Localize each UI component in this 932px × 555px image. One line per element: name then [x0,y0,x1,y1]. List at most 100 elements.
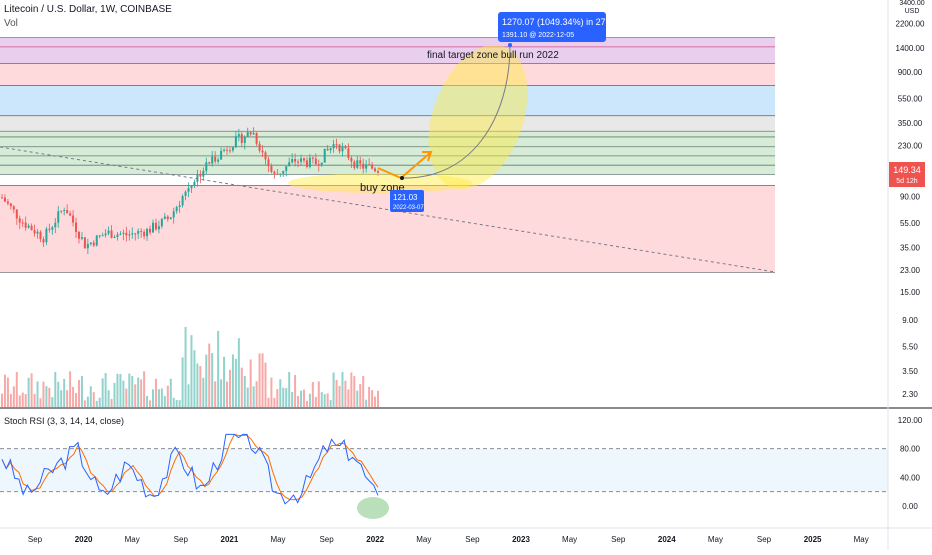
candle-body [255,133,258,144]
volume-bar [249,359,252,407]
oversold-highlight [357,497,389,519]
volume-bar [217,330,220,407]
candle-body [48,228,51,230]
candle-body [288,162,291,167]
candle-body [223,149,226,151]
candle-body [273,171,276,174]
volume-bar [291,391,294,407]
volume-bar [163,396,166,407]
symbol-title: Litecoin / U.S. Dollar, 1W, COINBASE [4,4,172,15]
candle-body [193,181,196,186]
volume-bar [205,354,208,407]
low-tooltip[interactable]: 121.03 2022-03-07 [390,176,424,212]
volume-bar [27,377,30,407]
zone-band [0,131,775,175]
projection-arc[interactable] [401,44,511,179]
candle-body [95,235,98,246]
volume-bar [353,376,356,407]
candle-body [270,166,273,172]
candle-body [282,170,285,174]
candle-body [320,162,323,166]
candle-body [140,230,143,232]
volume-bar [199,366,202,407]
price-tick-label: 35.00 [900,243,921,252]
stoch-rsi-pane [0,448,888,493]
candle-body [18,218,21,223]
volume-bar [371,390,374,407]
volume-bar [267,397,270,407]
volume-bar [323,394,326,407]
volume-bar [377,390,379,407]
volume-bar [72,386,75,407]
candle-body [137,230,140,234]
candle-body [326,148,329,151]
measure-main-text: 1270.07 (1049.34%) in 273d [502,17,616,27]
volume-bar [226,381,229,407]
last-price-text: 149.34 [893,165,921,175]
target-projection-ellipse [428,44,528,190]
stoch-axis[interactable]: 120.00 80.00 40.00 0.00 [898,416,923,511]
candle-body [125,232,128,236]
candle-body [1,197,3,199]
candle-body [261,150,264,153]
measure-tooltip[interactable]: 1270.07 (1049.34%) in 273d 1391.10 @ 202… [498,12,616,47]
candle-body [143,231,146,237]
time-tick-label: Sep [465,535,480,544]
candle-body [122,232,125,234]
volume-bar [42,381,45,407]
stoch-title: Stoch RSI (3, 3, 14, 14, close) [4,416,124,426]
volume-bar [297,395,300,407]
stoch-rsi-lines [1,433,379,505]
candle-body [243,137,246,143]
volume-bar [190,335,193,407]
volume-bar [18,395,21,407]
volume-bar [178,400,181,407]
buy-arrows[interactable] [377,151,433,179]
price-tick-label: 9.00 [902,316,918,325]
volume-bar [187,384,190,407]
time-axis[interactable]: Sep 2020 May Sep 2021 May Sep 2022 May Sep 2023 May… [28,535,869,544]
candle-body [217,159,220,162]
volume-bar [137,377,140,407]
volume-bar [143,371,146,407]
volume-bar [368,386,371,407]
last-price-badge: 149.34 5d 12h [889,162,925,187]
target-zones [0,37,775,273]
candle-body [178,205,181,208]
volume-bars [1,326,379,407]
volume-bar [279,379,282,407]
price-tick-label: 350.00 [898,119,923,128]
candle-body [72,215,75,223]
time-tick-label: May [562,535,577,544]
price-axis[interactable]: 2200.00 1400.00 900.00 550.00 350.00 230.00 90… [896,20,925,399]
candle-body [134,233,137,235]
candle-body [77,231,80,239]
candle-body [276,173,279,175]
price-tick-label: 230.00 [898,142,923,151]
time-tick-label: May [708,535,723,544]
volume-bar [63,378,66,407]
volume-bar [350,372,353,407]
volume-bar [157,389,160,407]
price-tick-label: 15.00 [900,288,921,297]
volume-bar [160,388,163,407]
candle-body [317,164,320,166]
countdown-text: 5d 12h [896,178,918,185]
low-date-text: 2022-03-07 [393,205,424,211]
candle-body [285,166,288,171]
volume-bar [83,400,86,407]
volume-bar [374,396,377,407]
candle-body [92,242,95,246]
candle-body [33,230,36,234]
time-tick-label: Sep [28,535,43,544]
time-tick-label: Sep [611,535,626,544]
volume-bar [273,397,276,407]
volume-bar [305,400,308,407]
time-tick-label: 2023 [512,535,530,544]
trendline[interactable] [0,146,776,273]
volume-bar [131,376,134,407]
volume-bar [335,379,338,407]
candle-body [294,158,297,162]
candle-body [335,144,338,146]
